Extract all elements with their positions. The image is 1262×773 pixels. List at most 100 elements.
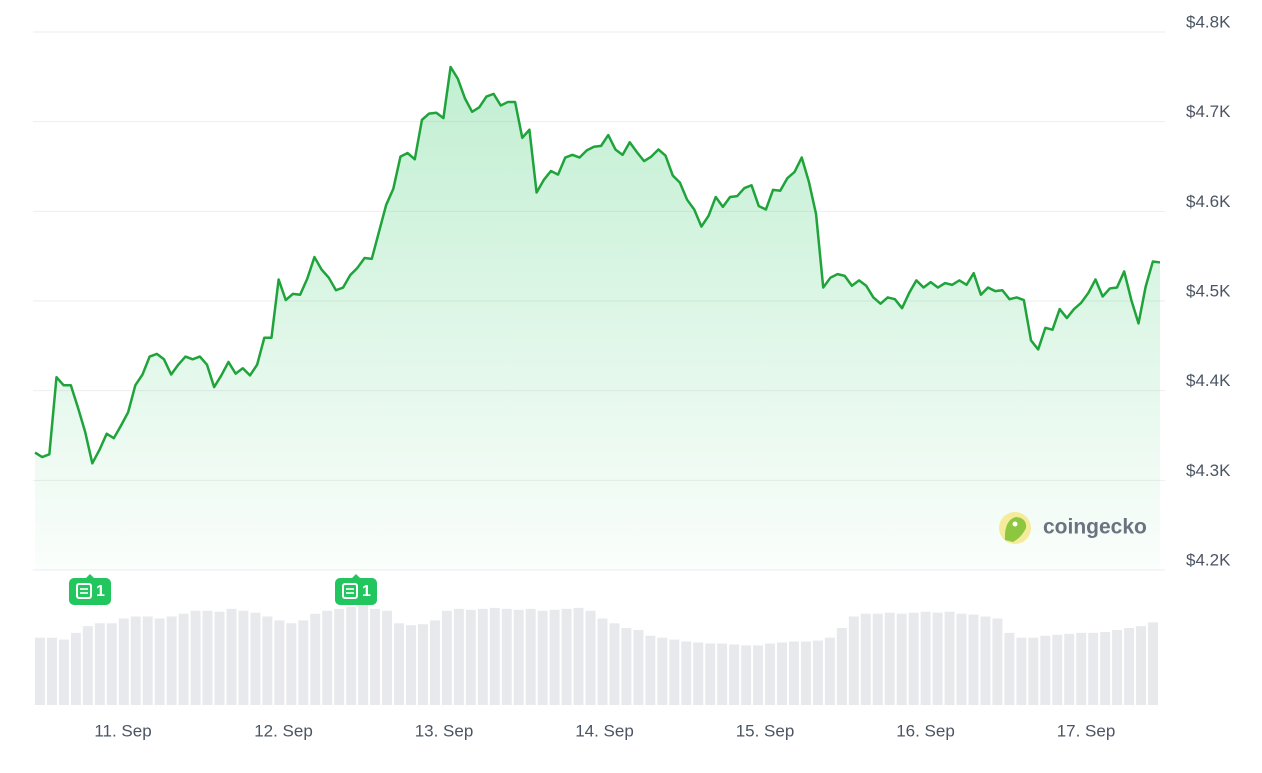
volume-bar [477,608,488,705]
volume-bar [106,623,117,705]
volume-bar [513,609,524,705]
volume-bar [920,611,931,705]
volume-bar [35,637,45,705]
volume-bar [549,609,560,705]
volume-bar [298,620,309,705]
volume-bar [765,643,776,705]
volume-bar [992,618,1003,705]
volume-bar [729,644,740,705]
volume-bar [1136,626,1147,705]
volume-bar [118,618,129,705]
volume-bar [94,623,105,705]
volume-bar [394,623,405,705]
volume-bar [166,616,177,705]
y-tick-label: $4.8K [1186,12,1231,31]
volume-bar [812,640,823,705]
volume-bar [968,614,979,705]
volume-bar [669,639,680,705]
price-area [35,66,1160,570]
volume-bar [537,610,548,705]
y-tick-label: $4.2K [1186,550,1231,569]
y-tick-label: $4.4K [1186,371,1231,390]
volume-bar [70,632,81,705]
volume-bar [705,643,716,705]
volume-bar [82,626,93,705]
volume-bar [525,608,536,705]
logo-eye [1012,521,1018,527]
volume-bar [657,637,668,705]
volume-bar [262,616,273,705]
volume-bar [1124,628,1135,705]
volume-bar [561,608,572,705]
y-tick-label: $4.3K [1186,461,1231,480]
volume-bar [848,616,859,705]
x-tick-label: 17. Sep [1057,721,1116,740]
volume-bar [944,611,955,705]
volume-bar [585,610,596,705]
x-tick-label: 15. Sep [736,721,795,740]
volume-bar [322,610,333,705]
y-tick-label: $4.7K [1186,102,1231,121]
badge-count: 1 [96,583,105,600]
volume-bar [190,610,201,705]
volume-bar [310,613,321,705]
volume-bar [573,607,584,705]
volume-bar [824,637,835,705]
volume-bar [956,613,967,705]
volume-bar [226,608,237,705]
volume-bar [932,612,943,705]
badge-pointer [352,574,360,578]
volume-bar [693,642,704,705]
news-badge[interactable]: 1 [69,574,111,605]
badge-pointer [86,574,94,578]
volume-bar [884,612,895,705]
volume-bar [645,635,656,705]
volume-bar [130,616,141,705]
volume-bar [441,610,452,705]
volume-bar [621,628,632,705]
x-tick-label: 12. Sep [254,721,313,740]
logo-shape [1004,517,1027,542]
volume-bar [417,624,428,705]
volume-bar [142,616,153,705]
volume-bar [1004,632,1015,705]
volume-bar [370,608,381,705]
watermark-text: coingecko [1043,516,1147,539]
volume-bar [836,628,847,705]
badge-icon [76,583,92,599]
volume-bar [334,608,345,705]
volume-bar [597,618,608,705]
volume-bar [980,616,991,705]
x-tick-label: 13. Sep [415,721,474,740]
volume-bar [238,610,249,705]
volume-bar [860,613,871,705]
volume-bar [58,639,69,705]
volume-bar [250,612,261,705]
volume-bar [1148,622,1158,705]
watermark-logo: coingecko [999,512,1147,544]
volume-bar [1052,634,1063,705]
y-tick-label: $4.6K [1186,192,1231,211]
volume-bar [346,606,357,705]
volume-bar [788,641,799,705]
x-tick-label: 14. Sep [575,721,634,740]
volume-bar [777,642,787,705]
volume-bar [609,623,620,705]
volume-bar [908,612,919,705]
volume-bar [741,645,752,705]
volume-bar [800,641,811,705]
volume-bar [753,645,764,705]
badge-icon [342,583,358,599]
volume-bar [202,610,213,705]
volume-bar [1040,635,1051,705]
volume-bar [717,643,728,705]
volume-bar [286,623,297,705]
volume-bar [154,618,165,705]
news-badge[interactable]: 1 [335,574,377,605]
volume-bar [406,625,416,705]
volume-bar [1016,637,1027,705]
volume-bar [453,608,464,705]
volume-bar [465,609,476,705]
volume-bar [178,613,189,705]
